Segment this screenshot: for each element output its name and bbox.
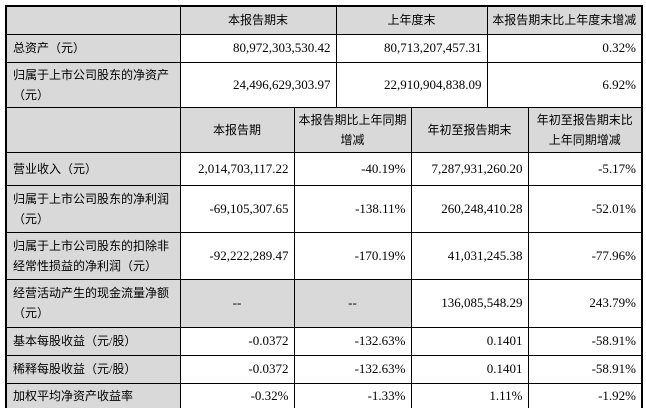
- row-label-basic-eps: 基本每股收益（元/股）: [5, 326, 181, 356]
- balance-header-row: 本报告期末 上年度末 本报告期末比上年度末增减: [5, 5, 643, 35]
- value-cell: -58.91%: [527, 354, 643, 384]
- value-cell: 24,496,629,303.97: [179, 61, 337, 108]
- value-cell: -5.17%: [527, 151, 643, 186]
- period-header-ytd: 年初至报告期末: [410, 106, 529, 153]
- value-cell: 243.79%: [527, 278, 643, 328]
- period-header-ytd-yoy-change: 年初至报告期末比上年同期增减: [527, 106, 643, 153]
- table-row: 经营活动产生的现金流量净额（元） -- -- 136,085,548.29 24…: [5, 278, 643, 328]
- value-cell: 22,910,904,838.09: [335, 61, 488, 108]
- value-cell: -138.11%: [293, 184, 412, 233]
- value-cell: 2,014,703,117.22: [179, 151, 295, 186]
- balance-header-change: 本报告期末比上年度末增减: [486, 5, 643, 35]
- period-header-yoy-change: 本报告期比上年同期增减: [293, 106, 412, 153]
- period-table: 本报告期 本报告期比上年同期增减 年初至报告期末 年初至报告期末比上年同期增减 …: [5, 106, 643, 408]
- balance-header-current-period-end: 本报告期末: [179, 5, 337, 35]
- value-cell: 0.32%: [486, 33, 643, 63]
- value-cell: 0.1401: [410, 354, 529, 384]
- value-cell: -0.0372: [179, 354, 295, 384]
- value-cell: 6.92%: [486, 61, 643, 108]
- row-label-total-assets: 总资产（元）: [5, 33, 181, 63]
- value-cell: -132.63%: [293, 354, 412, 384]
- value-cell: 260,248,410.28: [410, 184, 529, 233]
- value-cell: 7,287,931,260.20: [410, 151, 529, 186]
- value-cell: -1.92%: [527, 382, 643, 408]
- value-cell: 136,085,548.29: [410, 278, 529, 328]
- balance-table: 本报告期末 上年度末 本报告期末比上年度末增减 总资产（元） 80,972,30…: [5, 5, 643, 108]
- balance-header-empty: [5, 5, 181, 35]
- value-cell: 0.1401: [410, 326, 529, 356]
- value-cell: -92,222,289.47: [179, 231, 295, 280]
- row-label-weighted-average-roe: 加权平均净资产收益率: [5, 382, 181, 408]
- value-cell-not-applicable: --: [179, 278, 295, 328]
- value-cell: -58.91%: [527, 326, 643, 356]
- row-label-operating-cash-flow: 经营活动产生的现金流量净额（元）: [5, 278, 181, 328]
- table-row: 营业收入（元） 2,014,703,117.22 -40.19% 7,287,9…: [5, 151, 643, 186]
- row-label-diluted-eps: 稀释每股收益（元/股）: [5, 354, 181, 384]
- table-row: 归属于上市公司股东的净利润（元） -69,105,307.65 -138.11%…: [5, 184, 643, 233]
- value-cell-not-applicable: --: [293, 278, 412, 328]
- table-row: 总资产（元） 80,972,303,530.42 80,713,207,457.…: [5, 33, 643, 63]
- row-label-net-profit: 归属于上市公司股东的净利润（元）: [5, 184, 181, 233]
- value-cell: -0.32%: [179, 382, 295, 408]
- balance-header-prior-year-end: 上年度末: [335, 5, 488, 35]
- value-cell: 80,713,207,457.31: [335, 33, 488, 63]
- value-cell: -170.19%: [293, 231, 412, 280]
- period-header-current-period: 本报告期: [179, 106, 295, 153]
- value-cell: -69,105,307.65: [179, 184, 295, 233]
- value-cell: -132.63%: [293, 326, 412, 356]
- row-label-net-profit-after-extraordinary: 归属于上市公司股东的扣除非经常性损益的净利润（元）: [5, 231, 181, 280]
- value-cell: -40.19%: [293, 151, 412, 186]
- value-cell: 41,031,245.38: [410, 231, 529, 280]
- table-row: 加权平均净资产收益率 -0.32% -1.33% 1.11% -1.92%: [5, 382, 643, 408]
- table-row: 基本每股收益（元/股） -0.0372 -132.63% 0.1401 -58.…: [5, 326, 643, 356]
- row-label-revenue: 营业收入（元）: [5, 151, 181, 186]
- value-cell: -77.96%: [527, 231, 643, 280]
- period-header-row: 本报告期 本报告期比上年同期增减 年初至报告期末 年初至报告期末比上年同期增减: [5, 106, 643, 153]
- period-header-empty: [5, 106, 181, 153]
- table-row: 稀释每股收益（元/股） -0.0372 -132.63% 0.1401 -58.…: [5, 354, 643, 384]
- value-cell: -52.01%: [527, 184, 643, 233]
- value-cell: -1.33%: [293, 382, 412, 408]
- table-row: 归属于上市公司股东的净资产（元） 24,496,629,303.97 22,91…: [5, 61, 643, 108]
- value-cell: 1.11%: [410, 382, 529, 408]
- value-cell: -0.0372: [179, 326, 295, 356]
- row-label-net-assets: 归属于上市公司股东的净资产（元）: [5, 61, 181, 108]
- table-row: 归属于上市公司股东的扣除非经常性损益的净利润（元） -92,222,289.47…: [5, 231, 643, 280]
- value-cell: 80,972,303,530.42: [179, 33, 337, 63]
